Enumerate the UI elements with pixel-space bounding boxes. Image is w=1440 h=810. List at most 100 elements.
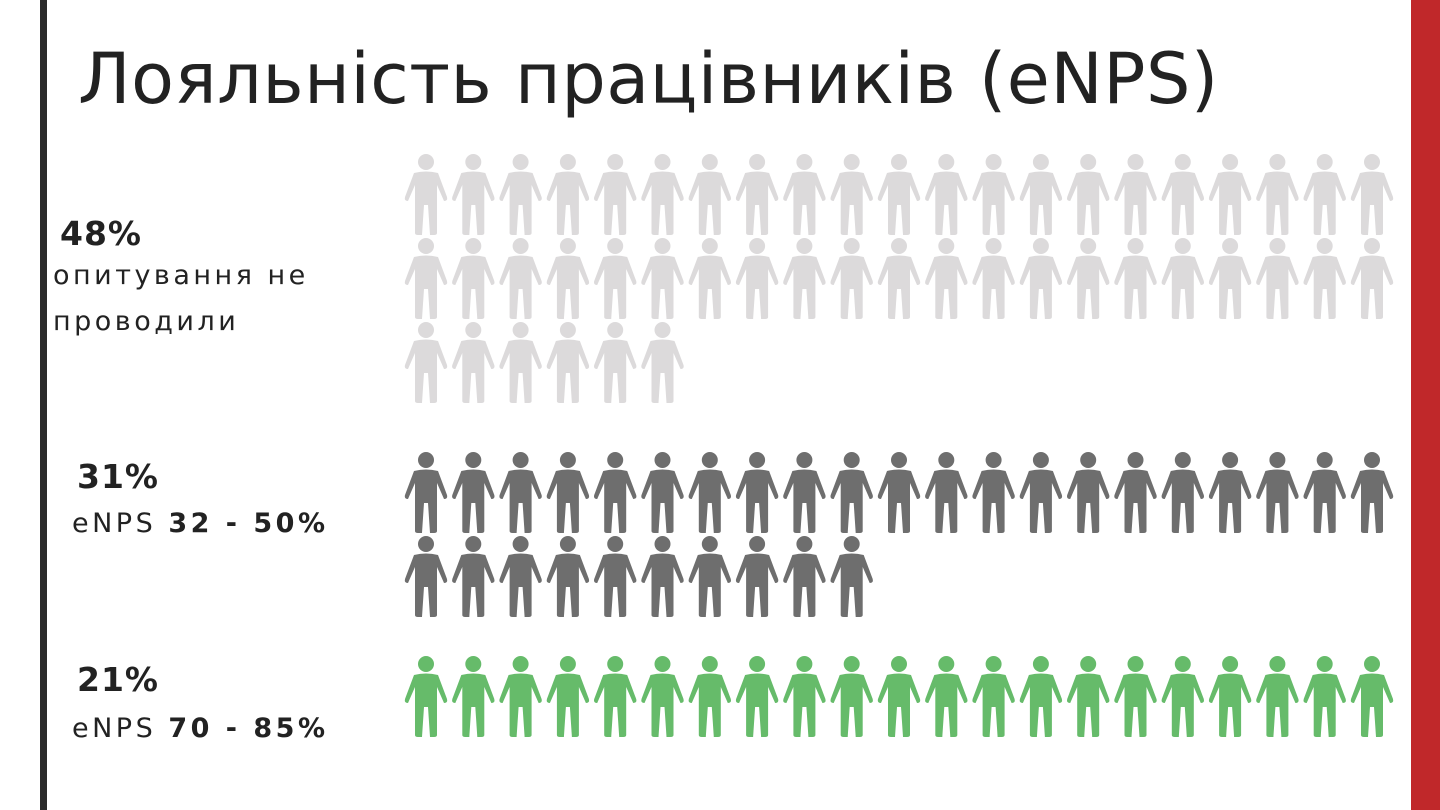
person-icon xyxy=(1161,238,1204,319)
person-icon xyxy=(594,536,637,617)
person-icon xyxy=(594,656,637,737)
person-icon xyxy=(1067,452,1110,533)
person-icon xyxy=(404,452,448,533)
person-icon xyxy=(641,452,684,533)
person-icon xyxy=(735,656,779,737)
person-icon xyxy=(1019,656,1063,737)
person-icon xyxy=(499,536,542,617)
person-icon xyxy=(925,656,968,737)
person-icon xyxy=(641,536,684,617)
person-icon xyxy=(735,452,779,533)
person-icon xyxy=(1350,238,1394,319)
person-icon xyxy=(925,154,968,235)
person-icon xyxy=(1303,154,1346,235)
person-icon xyxy=(1256,452,1299,533)
person-icon xyxy=(1303,452,1346,533)
person-icon xyxy=(404,154,448,235)
group-1-percent: 48% xyxy=(60,214,142,253)
person-icon xyxy=(735,536,779,617)
group-3-figures xyxy=(404,656,1394,737)
person-icon xyxy=(877,452,921,533)
person-icon xyxy=(1114,656,1157,737)
person-icon xyxy=(1114,452,1157,533)
person-icon xyxy=(972,154,1015,235)
person-icon xyxy=(1067,656,1110,737)
group-2-desc-prefix: eNPS xyxy=(72,508,169,539)
person-icon xyxy=(735,238,779,319)
person-icon xyxy=(877,238,921,319)
person-icon xyxy=(404,656,448,737)
person-icon xyxy=(594,322,637,403)
person-icon xyxy=(830,154,873,235)
person-icon xyxy=(1350,656,1394,737)
person-icon xyxy=(499,154,542,235)
person-icon xyxy=(830,536,873,617)
person-icon xyxy=(1350,154,1394,235)
person-icon xyxy=(1161,452,1204,533)
person-icon xyxy=(594,238,637,319)
person-icon xyxy=(1019,154,1063,235)
person-icon xyxy=(452,452,495,533)
person-icon xyxy=(641,322,684,403)
person-icon xyxy=(783,154,826,235)
group-2-percent: 31% xyxy=(77,457,159,496)
right-accent-bar xyxy=(1411,0,1440,810)
person-icon xyxy=(1350,452,1394,533)
person-icon xyxy=(404,238,448,319)
group-3-desc-prefix: eNPS xyxy=(72,713,169,744)
person-icon xyxy=(452,154,495,235)
person-icon xyxy=(1208,656,1252,737)
person-icon xyxy=(452,322,495,403)
group-2-description: eNPS 32 - 50% xyxy=(72,501,329,547)
person-icon xyxy=(783,656,826,737)
person-icon xyxy=(1208,238,1252,319)
person-icon xyxy=(452,536,495,617)
person-icon xyxy=(641,656,684,737)
person-icon xyxy=(688,452,731,533)
person-icon xyxy=(594,154,637,235)
group-1-desc-line2: проводили xyxy=(53,306,240,337)
group-1-figures xyxy=(404,154,1394,403)
group-3-desc-range: 70 - 85% xyxy=(168,713,329,744)
person-icon xyxy=(499,656,542,737)
group-1-desc-line1: опитування не xyxy=(53,260,309,291)
person-icon xyxy=(1114,154,1157,235)
person-icon xyxy=(404,322,448,403)
group-3-percent: 21% xyxy=(77,660,159,699)
person-icon xyxy=(688,536,731,617)
person-icon xyxy=(1161,656,1204,737)
person-icon xyxy=(1256,154,1299,235)
person-icon xyxy=(783,536,826,617)
person-icon xyxy=(1208,154,1252,235)
person-icon xyxy=(499,452,542,533)
person-icon xyxy=(1256,656,1299,737)
person-icon xyxy=(1161,154,1204,235)
person-icon xyxy=(925,452,968,533)
person-icon xyxy=(641,238,684,319)
person-icon xyxy=(1208,452,1252,533)
group-3-description: eNPS 70 - 85% xyxy=(72,706,329,752)
person-icon xyxy=(1303,238,1346,319)
person-icon xyxy=(546,154,590,235)
person-icon xyxy=(972,238,1015,319)
person-icon xyxy=(546,536,590,617)
person-icon xyxy=(830,656,873,737)
person-icon xyxy=(546,656,590,737)
group-2-figures xyxy=(404,452,1394,617)
person-icon xyxy=(594,452,637,533)
person-icon xyxy=(1067,238,1110,319)
person-icon xyxy=(830,452,873,533)
person-icon xyxy=(452,238,495,319)
person-icon xyxy=(404,536,448,617)
person-icon xyxy=(783,238,826,319)
left-accent-bar xyxy=(40,0,47,810)
person-icon xyxy=(1019,452,1063,533)
person-icon xyxy=(1256,238,1299,319)
person-icon xyxy=(735,154,779,235)
person-icon xyxy=(688,154,731,235)
person-icon xyxy=(972,452,1015,533)
person-icon xyxy=(925,238,968,319)
person-icon xyxy=(783,452,826,533)
person-icon xyxy=(452,656,495,737)
